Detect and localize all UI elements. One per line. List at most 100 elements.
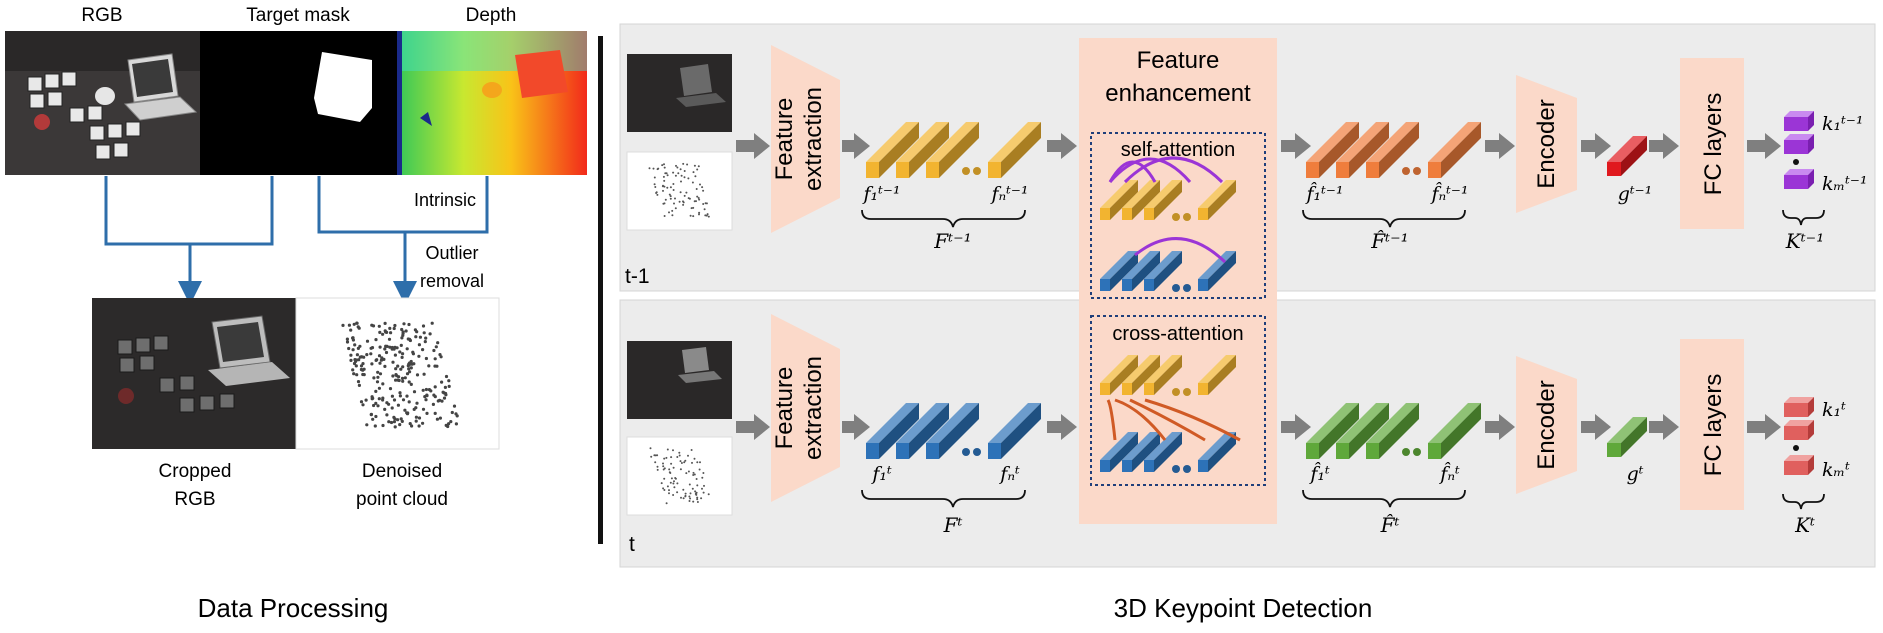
feature-top-slab-n — [988, 122, 1041, 178]
outlier-label-line1: Outlier — [425, 243, 478, 263]
feature-bottom-slab-3 — [926, 403, 979, 459]
fc-layers-label-bottom: FC layers — [1700, 374, 1727, 477]
enhanced-top-slab-n — [1428, 122, 1481, 178]
feature-extraction-block-bottom — [771, 314, 840, 502]
encoder-block-top — [1516, 75, 1577, 213]
rgb-mask-link — [104, 176, 274, 246]
denoised-label-line1: Denoised — [362, 461, 442, 482]
label-K-bottom: Kᵗ — [1794, 513, 1815, 537]
intrinsic-label: Intrinsic — [414, 190, 476, 210]
self-attn-blue-slab-1 — [1100, 251, 1138, 291]
label-fn-bottom: fₙᵗ — [998, 463, 1020, 485]
cross-attn-yellow-slab-1 — [1100, 355, 1138, 395]
label-Fh-top: F̂ᵗ⁻¹ — [1370, 229, 1408, 253]
self-attn-arc-2 — [1108, 157, 1192, 183]
label-fh1-bottom: f̂₁ᵗ — [1308, 462, 1330, 485]
cross-attn-blue-slab-n — [1198, 432, 1236, 472]
cross-attn-blue-slab-1 — [1100, 432, 1138, 472]
enhanced-bottom-slab-1 — [1306, 403, 1359, 459]
label-fhn-top: f̂ₙᵗ⁻¹ — [1429, 182, 1468, 205]
feature-extraction-label-top-2: extraction — [800, 87, 827, 191]
arrow-to-fc-top — [1649, 133, 1679, 159]
label-f1-top: f₁ᵗ⁻¹ — [862, 183, 901, 205]
enhanced-bottom-slab-n — [1428, 403, 1481, 459]
section-divider — [598, 36, 603, 544]
self-attn-yellow-slab-2 — [1122, 180, 1160, 220]
keypoint-blocks-bottom — [1784, 397, 1814, 475]
arrow-input-top — [736, 133, 770, 159]
feature-top-ellipsis — [962, 167, 981, 175]
feature-bottom-slab-2 — [896, 403, 949, 459]
arrow-from-enhance-top — [1281, 133, 1311, 159]
denoised-label-line2: point cloud — [356, 489, 448, 510]
cropped-label-line2: RGB — [174, 489, 215, 510]
arrow-from-encoder-bottom — [1581, 414, 1611, 440]
self-attn-blue-slab-2 — [1122, 251, 1160, 291]
self-attn-yellow-slab-1 — [1100, 180, 1138, 220]
target-mask-label: Target mask — [246, 5, 350, 26]
enhanced-top-slab-3 — [1366, 122, 1419, 178]
enhanced-bottom-ellipsis — [1402, 448, 1421, 456]
feature-bottom-slab-1 — [866, 403, 919, 459]
self-attn-yellow-slab-n — [1198, 180, 1236, 220]
input-pointcloud-thumb-t-minus-1 — [626, 151, 733, 231]
label-g-top: gᵗ⁻¹ — [1618, 183, 1653, 205]
cross-attn-arc-4 — [1106, 399, 1117, 441]
mask-depth-link — [317, 176, 489, 234]
input-rgb-thumb-t-minus-1 — [627, 54, 732, 132]
feature-extraction-label-top-1: Feature — [771, 98, 798, 181]
self-attn-blue-slab-3 — [1144, 251, 1182, 291]
global-feature-top — [1607, 136, 1647, 176]
feature-top-slab-3 — [926, 122, 979, 178]
label-fn-top: fₙᵗ⁻¹ — [989, 183, 1028, 205]
label-fh1-top: f̂₁ᵗ⁻¹ — [1305, 182, 1344, 205]
self-attn-arc-4 — [1134, 237, 1227, 264]
arrow-extract-bottom — [842, 414, 870, 440]
arrow-to-enhance-top — [1047, 133, 1077, 159]
enhanced-top-slab-2 — [1336, 122, 1389, 178]
rgb-image — [5, 31, 200, 175]
depth-label: Depth — [466, 5, 517, 26]
self-attention-label: self-attention — [1121, 139, 1236, 161]
arrow-from-fc-bottom — [1747, 414, 1781, 440]
cross-attn-blue-ellipsis — [1172, 465, 1191, 473]
feature-enhancement-label-1: Feature — [1137, 47, 1220, 74]
label-fhn-bottom: f̂ₙᵗ — [1438, 462, 1460, 485]
arrow-from-encoder-top — [1581, 133, 1611, 159]
feature-slabs — [866, 122, 1647, 473]
keypoint-blocks-top — [1784, 111, 1814, 189]
cross-attention-label: cross-attention — [1112, 323, 1243, 345]
cross-attn-blue-slab-2 — [1122, 432, 1160, 472]
cross-attn-arc-2 — [1129, 398, 1206, 442]
fc-layers-block-top — [1680, 58, 1744, 229]
cross-attn-arc-1 — [1114, 398, 1167, 441]
label-F-top: Fᵗ⁻¹ — [933, 229, 971, 253]
self-attention-box — [1090, 132, 1266, 299]
target-mask-image — [200, 31, 397, 175]
label-g-bottom: gᵗ — [1627, 463, 1644, 485]
label-k1-bottom: k₁ᵗ — [1822, 399, 1846, 421]
braces — [861, 209, 1825, 510]
label-km-bottom: kₘᵗ — [1822, 459, 1850, 481]
cropped-rgb-image — [92, 298, 296, 449]
arrow-to-encoder-bottom — [1485, 414, 1515, 440]
self-attn-blue-ellipsis — [1172, 284, 1191, 292]
enhanced-top-slab-1 — [1306, 122, 1359, 178]
feature-top-slab-2 — [896, 122, 949, 178]
cross-attn-yellow-ellipsis — [1172, 388, 1191, 396]
arrow-to-fc-bottom — [1649, 414, 1679, 440]
self-attn-yellow-ellipsis — [1172, 213, 1191, 221]
flow-arrows — [736, 133, 1781, 440]
label-k1-top: k₁ᵗ⁻¹ — [1822, 113, 1863, 135]
enhanced-bottom-slab-2 — [1336, 403, 1389, 459]
row-label-t: t — [629, 533, 635, 556]
cross-attention-box — [1090, 315, 1266, 486]
depth-image — [397, 31, 587, 175]
feature-bottom-ellipsis — [962, 448, 981, 456]
encoder-label-top: Encoder — [1533, 99, 1560, 188]
fc-layers-label-top: FC layers — [1700, 93, 1727, 196]
self-attn-blue-slab-n — [1198, 251, 1236, 291]
cross-attn-arc-3 — [1144, 398, 1241, 442]
cross-attn-blue-slab-3 — [1144, 432, 1182, 472]
encoder-block-bottom — [1516, 356, 1577, 494]
